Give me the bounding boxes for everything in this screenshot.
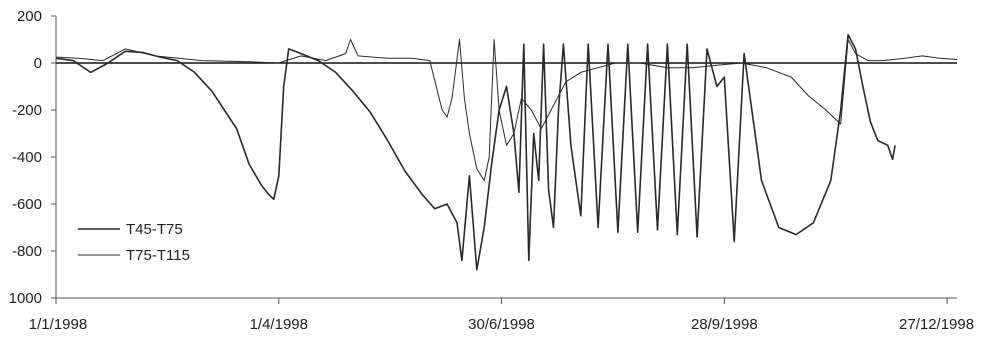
x-tick-label: 1/4/1998: [250, 316, 308, 333]
y-ticks: 200 0 -200 -400 -600 -800 1000: [9, 8, 56, 307]
y-tick-label: -600: [12, 196, 42, 213]
y-tick-label: -200: [12, 102, 42, 119]
y-tick-label: 1000: [9, 290, 42, 307]
x-tick-label: 1/1/1998: [29, 316, 87, 333]
x-axis: 1/1/1998 1/4/1998 30/6/1998 28/9/1998 27/12/…: [29, 297, 974, 333]
legend-label-t75-t115: T75-T115: [126, 247, 190, 264]
x-tick-label: 30/6/1998: [468, 316, 535, 333]
legend: T45-T75 T75-T115: [78, 221, 190, 264]
series-line-t45-t75: [55, 33, 896, 271]
x-tick-label: 27/12/1998: [899, 316, 974, 333]
series-lines: [55, 33, 958, 271]
x-ticks: 1/1/1998 1/4/1998 30/6/1998 28/9/1998 27/12/…: [29, 298, 974, 333]
x-tick-label: 28/9/1998: [691, 316, 758, 333]
y-tick-label: 200: [17, 8, 42, 25]
series-line-t75-t115: [55, 39, 958, 181]
y-tick-label: -800: [12, 243, 42, 260]
y-axis: 200 0 -200 -400 -600 -800 1000: [9, 8, 57, 307]
y-tick-label: -400: [12, 149, 42, 166]
y-tick-label: 0: [34, 55, 42, 72]
legend-label-t45-t75: T45-T75: [126, 221, 183, 238]
